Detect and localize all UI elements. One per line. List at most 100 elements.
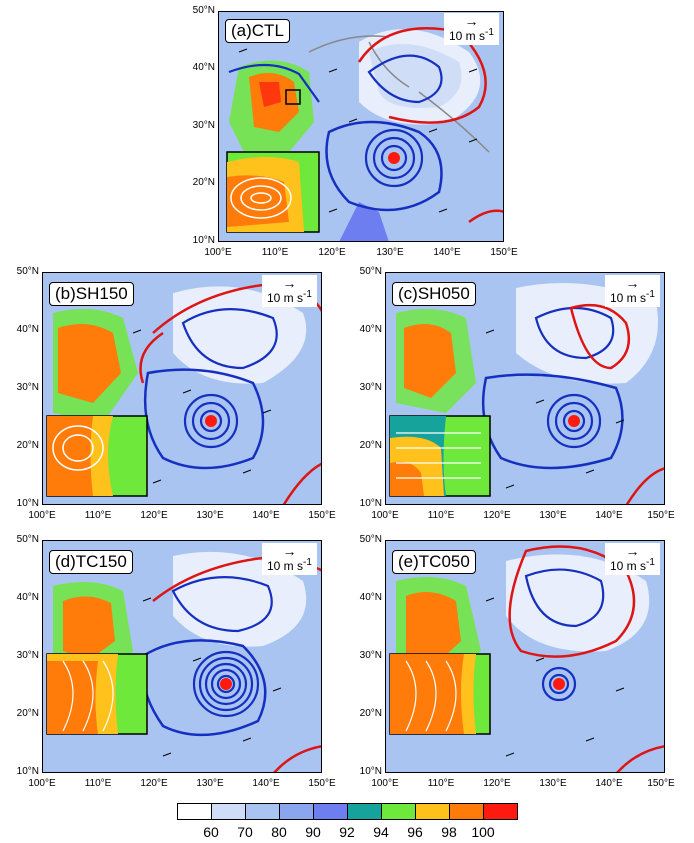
lon-tick: 100°E bbox=[28, 778, 56, 789]
colorbar-swatch bbox=[381, 803, 416, 820]
ref-vector-exp-d: -1 bbox=[303, 557, 312, 568]
ref-arrow-icon: → bbox=[464, 13, 479, 29]
colorbar-swatch bbox=[211, 803, 246, 820]
map-frame-c bbox=[385, 272, 665, 505]
lat-tick: 10°N bbox=[192, 235, 215, 246]
colorbar-label: 92 bbox=[339, 824, 355, 840]
lat-tick: 10°N bbox=[359, 498, 382, 509]
colorbar-label: 94 bbox=[373, 824, 389, 840]
lat-tick: 20°N bbox=[192, 177, 215, 188]
panel-d: (d)TC150 → 10 m s-1 50°N 40°N 30°N 20°N … bbox=[17, 534, 336, 789]
lat-tick: 20°N bbox=[359, 440, 382, 451]
map-field-e bbox=[386, 541, 664, 772]
ref-vector-e: → 10 m s-1 bbox=[605, 543, 660, 575]
lon-tick: 110°E bbox=[84, 778, 112, 789]
ref-vector-exp-b: -1 bbox=[303, 289, 312, 300]
lon-tick: 100°E bbox=[204, 247, 232, 258]
ref-vector-exp-e: -1 bbox=[646, 557, 655, 568]
colorbar-label: 90 bbox=[305, 824, 321, 840]
lon-tick: 150°E bbox=[308, 510, 336, 521]
lat-tick: 40°N bbox=[16, 592, 39, 603]
lat-tick: 40°N bbox=[16, 324, 39, 335]
panel-label-e: (e)TC050 bbox=[392, 550, 476, 574]
lat-tick: 10°N bbox=[16, 766, 39, 777]
lon-tick: 140°E bbox=[252, 778, 280, 789]
ref-vector-label-a: 10 m s bbox=[449, 29, 486, 43]
ref-vector-exp-a: -1 bbox=[485, 27, 494, 38]
ref-vector-label-e: 10 m s bbox=[610, 559, 647, 573]
ref-arrow-icon: → bbox=[625, 275, 640, 291]
lat-tick: 40°N bbox=[192, 62, 215, 73]
map-frame-a bbox=[218, 11, 504, 242]
ref-arrow-icon: → bbox=[282, 543, 297, 559]
map-frame-e bbox=[385, 540, 665, 773]
lon-tick: 130°E bbox=[196, 778, 224, 789]
colorbar-swatch bbox=[347, 803, 382, 820]
lat-tick: 50°N bbox=[359, 266, 382, 277]
map-field-b bbox=[43, 273, 321, 504]
lat-tick: 10°N bbox=[16, 498, 39, 509]
lon-tick: 110°E bbox=[261, 247, 289, 258]
lat-tick: 50°N bbox=[359, 534, 382, 545]
lon-tick: 120°E bbox=[483, 510, 511, 521]
panel-label-c: (c)SH050 bbox=[392, 282, 476, 306]
colorbar-swatch bbox=[415, 803, 450, 820]
lon-tick: 130°E bbox=[196, 510, 224, 521]
colorbar-swatch bbox=[449, 803, 484, 820]
lon-tick: 140°E bbox=[433, 247, 461, 258]
ref-vector-d: → 10 m s-1 bbox=[262, 543, 317, 575]
lon-tick: 140°E bbox=[595, 778, 623, 789]
lat-tick: 30°N bbox=[359, 382, 382, 393]
panel-label-d: (d)TC150 bbox=[49, 550, 133, 574]
lon-tick: 130°E bbox=[539, 778, 567, 789]
map-field-a bbox=[219, 12, 503, 241]
lon-tick: 150°E bbox=[647, 778, 675, 789]
lat-tick: 30°N bbox=[16, 382, 39, 393]
colorbar-label: 60 bbox=[203, 824, 219, 840]
lat-tick: 50°N bbox=[192, 5, 215, 16]
lat-tick: 10°N bbox=[359, 766, 382, 777]
lat-tick: 50°N bbox=[16, 534, 39, 545]
ref-vector-b: → 10 m s-1 bbox=[262, 275, 317, 307]
map-field-c bbox=[386, 273, 664, 504]
panel-a: (a)CTL → 10 m s-1 50°N 40°N 30°N 20°N 10… bbox=[193, 5, 518, 258]
lat-tick: 40°N bbox=[359, 324, 382, 335]
ref-vector-label-b: 10 m s bbox=[267, 291, 304, 305]
lat-tick: 20°N bbox=[16, 440, 39, 451]
map-field-d bbox=[43, 541, 321, 772]
panel-label-a: (a)CTL bbox=[225, 19, 290, 43]
lon-tick: 120°E bbox=[140, 778, 168, 789]
lon-tick: 100°E bbox=[371, 510, 399, 521]
map-frame-d bbox=[42, 540, 322, 773]
ref-vector-exp-c: -1 bbox=[646, 289, 655, 300]
panel-c: (c)SH050 → 10 m s-1 50°N 40°N 30°N 20°N … bbox=[360, 266, 675, 521]
lon-tick: 100°E bbox=[371, 778, 399, 789]
lon-tick: 140°E bbox=[252, 510, 280, 521]
colorbar-swatch bbox=[483, 803, 518, 820]
colorbar-label: 80 bbox=[271, 824, 287, 840]
lat-tick: 30°N bbox=[359, 650, 382, 661]
panel-e: (e)TC050 → 10 m s-1 50°N 40°N 30°N 20°N … bbox=[360, 534, 675, 789]
lon-tick: 110°E bbox=[427, 510, 455, 521]
lat-tick: 30°N bbox=[192, 120, 215, 131]
ref-arrow-icon: → bbox=[282, 275, 297, 291]
map-frame-b bbox=[42, 272, 322, 505]
ref-vector-label-c: 10 m s bbox=[610, 291, 647, 305]
colorbar-swatch bbox=[245, 803, 280, 820]
lon-tick: 110°E bbox=[84, 510, 112, 521]
panel-b: (b)SH150 → 10 m s-1 50°N 40°N 30°N 20°N … bbox=[17, 266, 336, 521]
lon-tick: 130°E bbox=[539, 510, 567, 521]
colorbar-label: 98 bbox=[441, 824, 457, 840]
lat-tick: 40°N bbox=[359, 592, 382, 603]
ref-vector-label-d: 10 m s bbox=[267, 559, 304, 573]
panel-label-b: (b)SH150 bbox=[49, 282, 134, 306]
lat-tick: 20°N bbox=[359, 708, 382, 719]
lon-tick: 120°E bbox=[483, 778, 511, 789]
lon-tick: 130°E bbox=[376, 247, 404, 258]
lon-tick: 110°E bbox=[427, 778, 455, 789]
lat-tick: 50°N bbox=[16, 266, 39, 277]
colorbar-label: 96 bbox=[407, 824, 423, 840]
lat-tick: 30°N bbox=[16, 650, 39, 661]
colorbar-swatch bbox=[313, 803, 348, 820]
ref-vector-c: → 10 m s-1 bbox=[605, 275, 660, 307]
